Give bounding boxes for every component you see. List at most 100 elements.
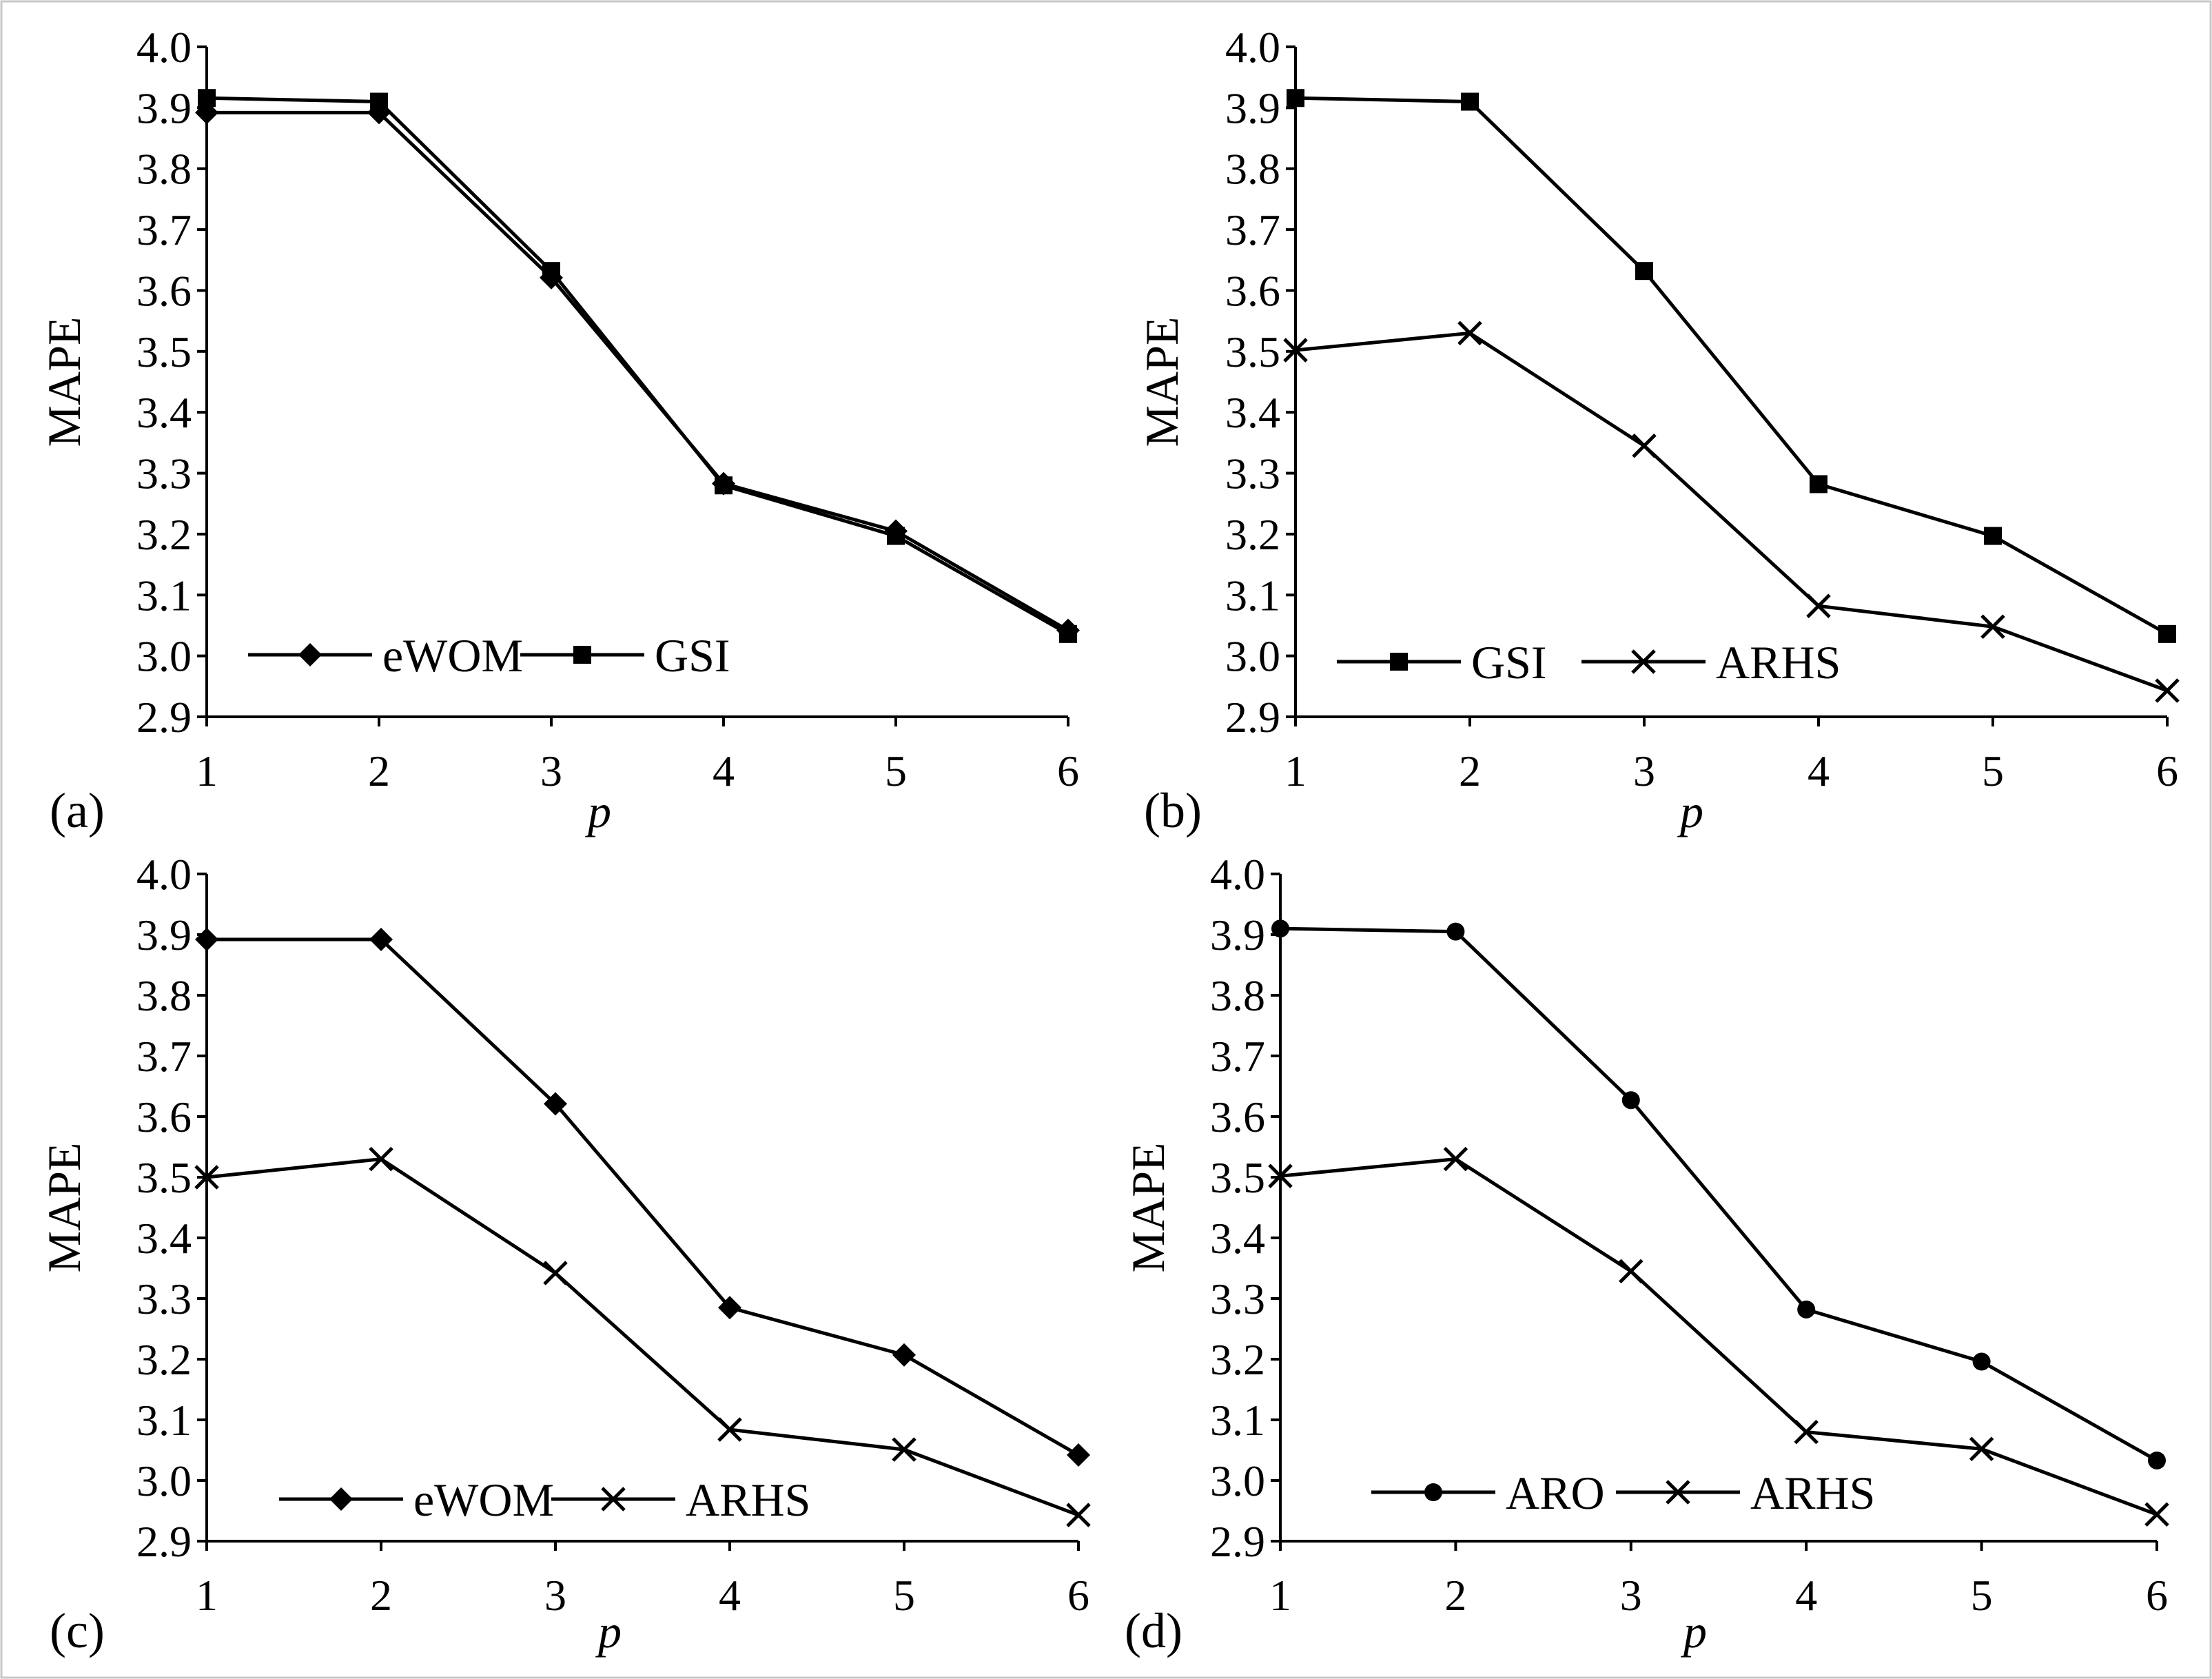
data-point-arhs-b [1794, 1419, 1819, 1445]
y-axis-title: MAPE [38, 317, 90, 447]
y-tick-label: 3.0 [136, 1456, 192, 1505]
series-line-gsi [1295, 96, 2169, 636]
data-point-arhs-b [1969, 1436, 1994, 1462]
data-point-arhs-b [1066, 1503, 1091, 1527]
x-tick-label: 4 [1795, 1571, 1817, 1620]
y-tick-label: 3.4 [1210, 1214, 1265, 1263]
data-point-arhs-b [1980, 614, 2005, 639]
y-tick-label: 3.1 [136, 1396, 192, 1445]
data-point-arhs-b [1268, 1163, 1293, 1189]
data-point-gsi [1810, 475, 1827, 493]
x-tick-label: 4 [713, 746, 735, 795]
x-tick-label: 6 [1067, 1571, 1089, 1620]
y-tick-label: 3.8 [1225, 145, 1280, 194]
data-point-ewom [369, 928, 393, 952]
data-point-arhs-b [1806, 593, 1831, 618]
x-tick-label: 5 [1982, 746, 2004, 795]
series-line-aro [1280, 926, 2158, 1463]
y-tick-label: 3.7 [1225, 205, 1280, 254]
legend-item-ewom: eWOM [279, 1474, 554, 1526]
data-point-arhs [194, 1165, 219, 1190]
y-tick-label: 3.8 [136, 971, 192, 1020]
y-tick-label: 3.1 [136, 571, 192, 620]
x-tick-label: 3 [1620, 1571, 1642, 1620]
data-point-arhs-b [369, 1146, 393, 1172]
y-tick-label: 3.2 [1210, 1335, 1265, 1384]
data-point-arhs [369, 1146, 393, 1172]
y-tick-label: 3.3 [1225, 449, 1280, 498]
data-point-arhs [1268, 1163, 1293, 1189]
y-tick-label: 3.9 [136, 83, 192, 132]
data-point-gsi [2158, 624, 2176, 643]
x-tick-label: 2 [368, 746, 390, 795]
y-tick-label: 3.0 [1210, 1456, 1265, 1505]
y-tick-label: 3.8 [136, 145, 192, 194]
x-tick-label: 6 [2156, 746, 2178, 795]
legend-marker [329, 1487, 353, 1511]
y-tick-label: 2.9 [1225, 693, 1280, 742]
data-point-ewom [544, 1092, 567, 1116]
y-tick-label: 3.2 [136, 510, 192, 559]
x-axis-title: p [585, 785, 611, 837]
panels-group: 2.9 3.0 3.1 3.2 3.3 3.4 3.5 3.6 3.7 3.8 3.9 4.0 1 2 3 4… [38, 23, 2180, 1658]
data-point-arhs [1443, 1146, 1468, 1172]
x-axis-title: p [1677, 785, 1703, 837]
legend-label: GSI [655, 629, 730, 682]
data-point-arhs [1806, 593, 1831, 618]
data-point-gsi [1461, 92, 1479, 111]
x-tick-label: 5 [885, 746, 907, 795]
data-point-ewom [892, 1343, 916, 1367]
legend-item-arhs: ARHS [1581, 636, 1841, 689]
y-tick-label: 2.9 [1210, 1517, 1265, 1566]
legend-label: GSI [1471, 636, 1547, 689]
y-tick-label: 3.1 [1225, 571, 1280, 620]
legend-label: ARO [1506, 1467, 1605, 1519]
data-point-gsi [1635, 262, 1653, 281]
legend-item-gsi: GSI [1337, 636, 1547, 689]
y-axis-title: MAPE [38, 1143, 90, 1273]
data-point-arhs [1066, 1503, 1091, 1527]
legend-marker-b [1631, 649, 1656, 674]
legend-item-gsi: GSI [520, 629, 730, 682]
y-tick-label: 3.6 [136, 266, 192, 315]
x-tick-label: 4 [719, 1571, 741, 1620]
series-line-arhs [1295, 331, 2168, 693]
y-tick-label: 4.0 [136, 850, 192, 899]
y-tick-label: 3.3 [136, 449, 192, 498]
y-tick-label: 3.5 [136, 327, 192, 376]
data-point-arhs-b [2144, 1502, 2169, 1527]
data-point-aro [1446, 922, 1465, 941]
y-tick-label: 2.9 [136, 1517, 192, 1566]
x-tick-label: 5 [1971, 1571, 1993, 1620]
x-tick-label: 2 [1444, 1571, 1466, 1620]
data-point-ewom [1067, 1443, 1090, 1467]
x-tick-label: 6 [1057, 746, 1079, 795]
legend-marker [1424, 1483, 1442, 1501]
y-tick-label: 3.9 [1210, 910, 1265, 959]
data-point-aro [1271, 919, 1289, 938]
x-tick-label: 2 [370, 1571, 392, 1620]
series-line-ewom [207, 937, 1080, 1457]
y-tick-label: 3.6 [1210, 1092, 1265, 1141]
y-tick-label: 3.5 [1225, 327, 1280, 376]
y-tick-label: 3.1 [1210, 1396, 1265, 1445]
x-tick-label: 1 [1284, 746, 1307, 795]
legend-item-arhs: ARHS [551, 1474, 810, 1526]
y-tick-label: 2.9 [136, 693, 192, 742]
data-point-aro [1797, 1300, 1816, 1319]
data-point-gsi [1984, 527, 2002, 545]
legend-item-ewom: eWOM [248, 629, 523, 682]
y-axis-title: MAPE [1136, 317, 1188, 447]
series-line-arhs [1280, 1157, 2158, 1516]
legend-label: ARHS [686, 1474, 810, 1526]
data-point-gsi [887, 527, 905, 545]
legend-marker-b [1666, 1480, 1690, 1505]
x-tick-label: 2 [1459, 746, 1481, 795]
data-point-gsi [542, 262, 560, 281]
x-tick-label: 1 [1269, 1571, 1291, 1620]
data-point-arhs [717, 1417, 742, 1442]
data-point-arhs [1283, 338, 1308, 363]
y-tick-label: 3.3 [1210, 1274, 1265, 1323]
y-tick-label: 3.4 [136, 1214, 192, 1263]
